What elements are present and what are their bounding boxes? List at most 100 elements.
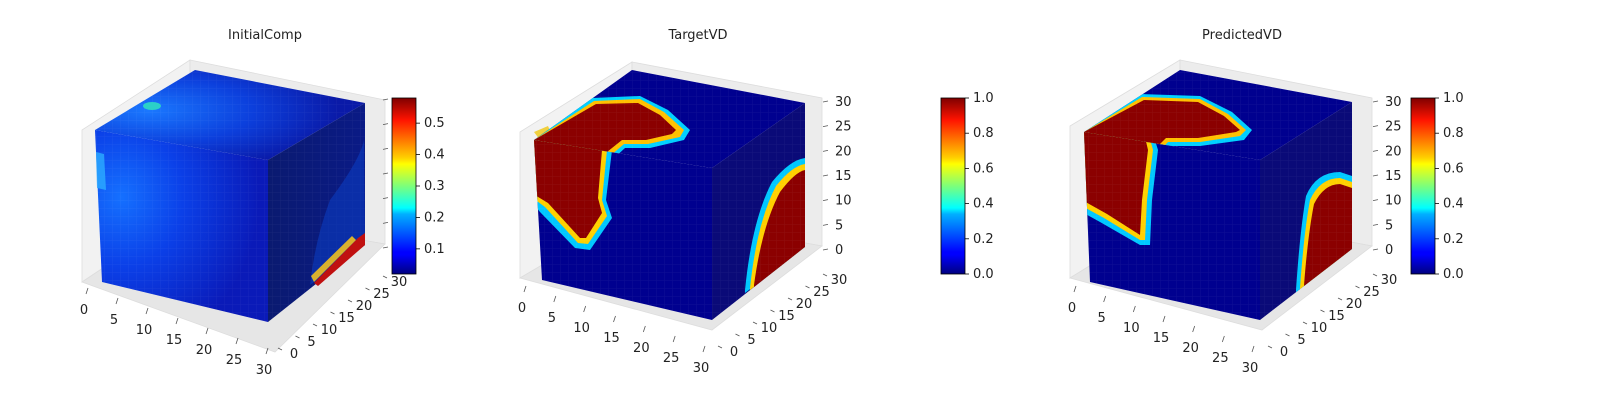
y-tick-label: 5 xyxy=(307,335,315,350)
z-tick-mark xyxy=(822,125,829,128)
x-tick-mark xyxy=(1103,295,1107,303)
cube-side-hotspot-red xyxy=(314,233,365,286)
cube-front-face-grid xyxy=(1084,132,1260,320)
cube-top-hotspot xyxy=(143,102,161,110)
x-tick-mark xyxy=(1132,305,1136,313)
z-tick-mark xyxy=(822,149,829,152)
y-tick-label: 25 xyxy=(373,287,390,302)
panel-initialcomp: InitialComp xyxy=(95,28,365,322)
cube-front-hotspot xyxy=(96,152,106,190)
x-tick-mark xyxy=(1251,345,1255,353)
x-tick-mark xyxy=(85,287,89,295)
colorbar-tick-label: 1.0 xyxy=(973,91,994,106)
cube-top-face-grid xyxy=(95,70,365,160)
y-tick-mark xyxy=(1320,309,1325,313)
x-tick-mark xyxy=(1073,285,1077,293)
x-tick-label: 0 xyxy=(80,303,88,318)
panel-title-targetvd: TargetVD xyxy=(667,28,727,43)
colorbar-tick-label: 0.8 xyxy=(973,126,994,141)
z-tick-label: 25 xyxy=(1385,120,1402,135)
x-tick-label: 0 xyxy=(518,301,526,316)
y-tick-label: 15 xyxy=(1328,309,1345,324)
colorbar-tick-label: 0.2 xyxy=(424,210,445,225)
panel-title-predictedvd: PredictedVD xyxy=(1202,28,1282,43)
y-tick-mark xyxy=(295,335,300,339)
z-tick-mark xyxy=(382,147,389,150)
colorbar-tick-label: 0.2 xyxy=(1443,232,1464,247)
colorbar-tick-label: 0.6 xyxy=(973,161,994,176)
colorbar-initialcomp xyxy=(391,97,417,275)
colorbar-tick-label: 0.3 xyxy=(424,179,445,194)
y-tick-label: 30 xyxy=(1381,273,1398,288)
y-tick-label: 20 xyxy=(356,299,373,314)
x-tick-mark xyxy=(205,327,209,335)
z-tick-label: 20 xyxy=(1385,144,1402,159)
y-tick-mark xyxy=(347,299,353,303)
x-tick-label: 25 xyxy=(226,353,243,368)
y-tick-label: 10 xyxy=(761,321,778,336)
z-tick-mark xyxy=(1372,199,1379,202)
x-tick-label: 20 xyxy=(1182,341,1199,356)
cube-side-face-grid xyxy=(712,103,805,320)
y-tick-mark xyxy=(787,297,793,301)
z-tick-mark xyxy=(382,98,389,101)
y-tick-mark xyxy=(1372,273,1378,277)
z-tick-label: 0 xyxy=(835,243,843,258)
y-tick-mark xyxy=(822,273,828,277)
z-tick-mark xyxy=(1372,223,1379,226)
x-tick-mark xyxy=(235,337,239,345)
y-tick-label: 15 xyxy=(338,311,355,326)
y-tick-mark xyxy=(1267,345,1273,349)
z-tick-mark xyxy=(1372,174,1379,177)
x-tick-label: 10 xyxy=(1123,321,1140,336)
y-tick-mark xyxy=(770,309,775,313)
colorbar-tick-label: 0.0 xyxy=(973,267,994,282)
y-tick-mark xyxy=(365,287,370,291)
y-tick-label: 5 xyxy=(747,333,755,348)
y-tick-mark xyxy=(1285,333,1290,337)
y-tick-label: 5 xyxy=(1297,333,1305,348)
colorbar-predictedvd xyxy=(1410,97,1436,275)
y-tick-label: 15 xyxy=(778,309,795,324)
y-tick-mark xyxy=(1302,321,1308,325)
z-tick-mark xyxy=(822,100,829,103)
z-tick-mark xyxy=(1372,248,1379,251)
x-tick-label: 20 xyxy=(633,341,650,356)
z-tick-label: 20 xyxy=(835,144,852,159)
colorbar-tick-label: 0.8 xyxy=(1443,126,1464,141)
z-tick-label: 15 xyxy=(1385,169,1402,184)
colorbar-tick-label: 0.6 xyxy=(1443,161,1464,176)
x-tick-label: 15 xyxy=(1153,331,1170,346)
z-tick-mark xyxy=(382,123,389,126)
x-tick-mark xyxy=(265,347,269,355)
z-tick-mark xyxy=(1372,125,1379,128)
x-tick-label: 15 xyxy=(603,331,620,346)
y-tick-label: 0 xyxy=(730,345,738,360)
x-tick-mark xyxy=(145,307,149,315)
colorbar-tick-label: 0.1 xyxy=(424,242,445,257)
z-tick-label: 30 xyxy=(1385,95,1402,110)
z-tick-mark xyxy=(822,199,829,202)
cube-top-face-grid xyxy=(1084,70,1352,160)
y-tick-mark xyxy=(717,345,723,349)
colorbar-targetvd xyxy=(940,97,966,275)
x-tick-label: 20 xyxy=(196,343,213,358)
x-tick-label: 30 xyxy=(693,361,710,376)
z-tick-mark xyxy=(822,174,829,177)
z-tick-label: 5 xyxy=(835,218,843,233)
z-tick-label: 25 xyxy=(835,120,852,135)
cube-side-hotspot-yellow xyxy=(311,236,356,282)
y-tick-label: 20 xyxy=(796,297,813,312)
y-tick-mark xyxy=(312,323,318,327)
z-tick-mark xyxy=(1372,149,1379,152)
x-tick-mark xyxy=(175,317,179,325)
y-tick-mark xyxy=(1355,285,1360,289)
z-tick-label: 0 xyxy=(1385,243,1393,258)
cube-front-face-grid xyxy=(534,140,712,320)
x-tick-mark xyxy=(1221,335,1225,343)
x-tick-mark xyxy=(1162,315,1166,323)
z-tick-label: 15 xyxy=(835,169,852,184)
y-tick-mark xyxy=(735,333,740,337)
y-tick-label: 0 xyxy=(290,347,298,362)
y-tick-mark xyxy=(382,275,388,279)
